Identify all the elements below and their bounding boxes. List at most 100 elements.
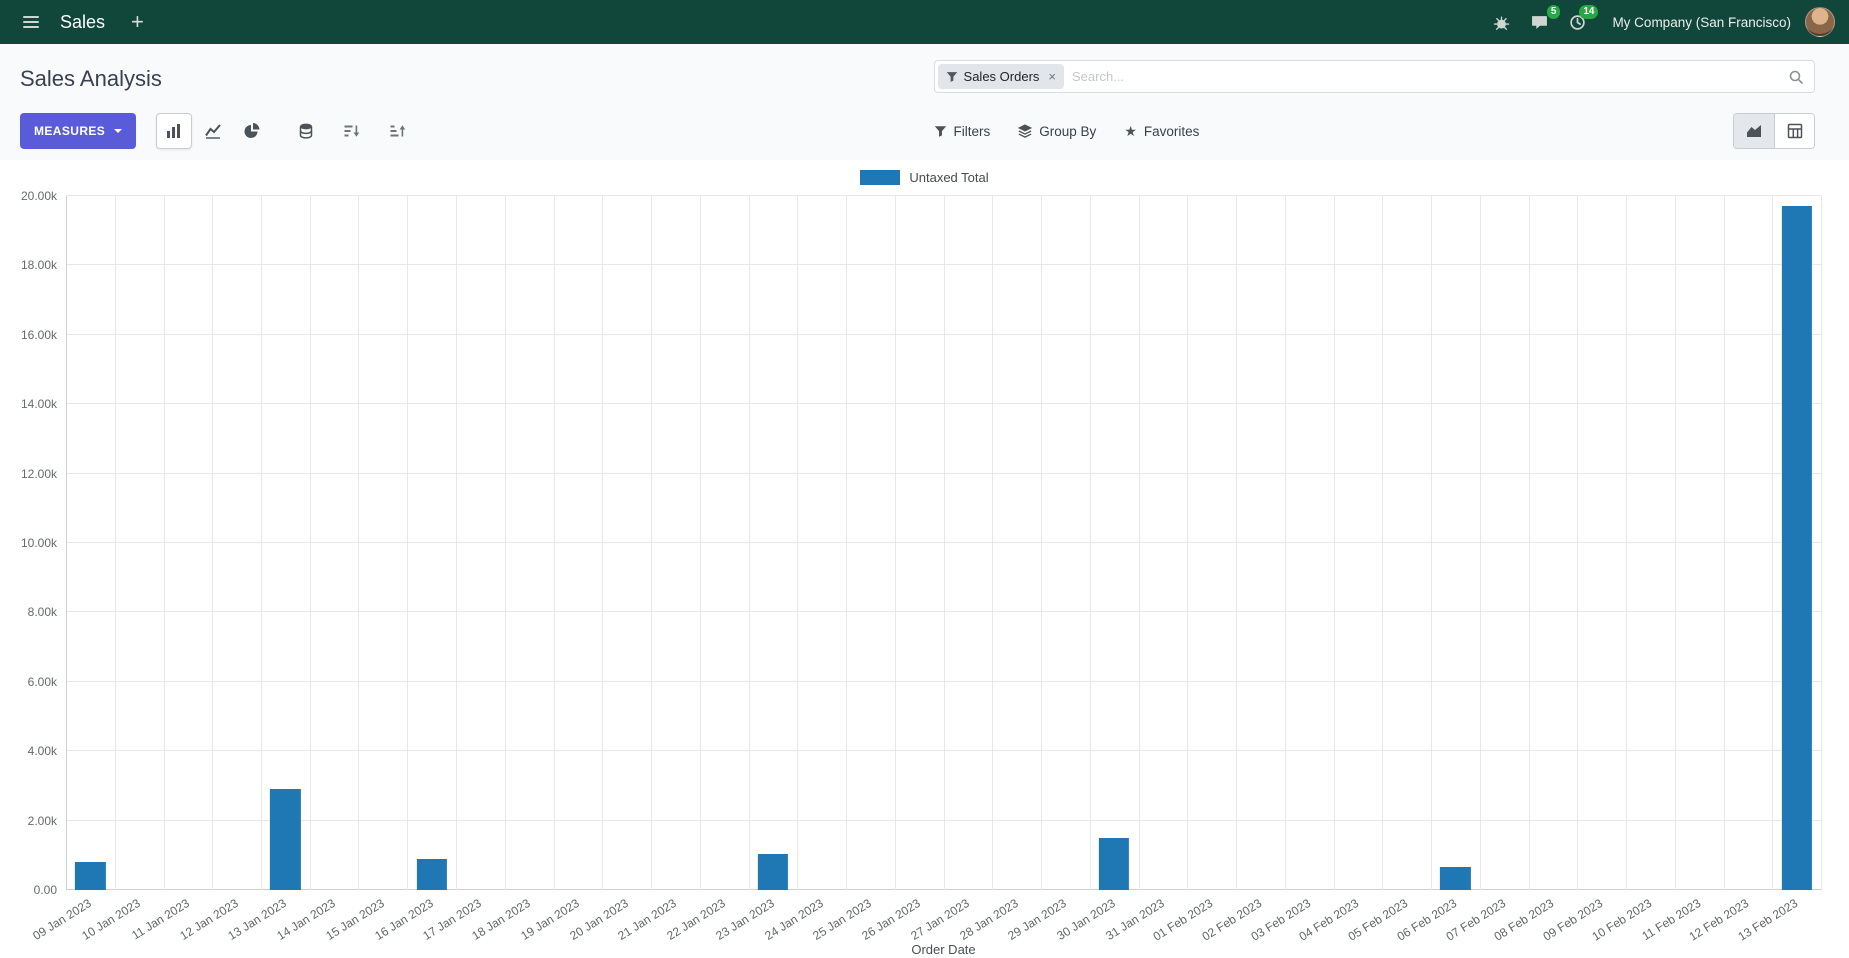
y-axis-tick: 14.00k [20,397,57,412]
view-switcher [1733,113,1815,149]
messages-badge: 5 [1546,5,1561,19]
v-gridline [309,196,311,890]
group-by-label: Group By [1039,123,1097,139]
v-gridline [261,196,262,890]
v-gridline [1333,196,1335,890]
apps-menu-icon[interactable] [14,5,48,39]
search-bar[interactable]: Sales Orders × [933,60,1815,93]
control-panel: Sales Analysis Sales Orders × MEASURES [0,44,1849,160]
measures-button[interactable]: MEASURES [20,113,137,149]
navbar-right: 5 14 My Company (San Francisco) [1484,5,1835,39]
v-gridline [504,196,506,890]
search-facet-sales-orders[interactable]: Sales Orders × [937,64,1064,89]
v-gridline [1626,196,1627,890]
stacked-toggle-button[interactable] [288,113,324,149]
plus-icon[interactable]: + [131,9,144,34]
x-axis-labels: 09 Jan 2023 10 Jan 2023 11 Jan 2023 12 Jan … [31,890,1821,946]
graph-view: Untaxed Total 0.00 2.00k 4.00k 6.00k 8.00k 10… [0,160,1849,957]
v-gridline [1089,196,1091,890]
plot-area: 0.00 2.00k 4.00k 6.00k 8.00k 10.00k 12.00k 14.0… [21,189,1822,897]
y-axis-tick: 12.00k [20,466,57,481]
favorites-star-icon: ★ [1124,123,1137,139]
v-gridline [1235,196,1237,890]
v-gridline [456,196,457,890]
legend-swatch [860,169,901,185]
v-gridline [1041,196,1042,890]
v-gridline [114,196,116,890]
v-gridline [699,196,701,890]
v-gridline [1577,196,1579,890]
v-gridline [1187,196,1189,890]
v-gridline [1821,196,1822,890]
search-magnifier-icon[interactable] [1788,69,1804,85]
search-facet-label: Sales Orders [963,69,1040,84]
v-gridline [358,196,360,890]
group-by-button[interactable]: Group By [1018,124,1096,139]
v-gridline [846,196,847,890]
search-input[interactable] [1072,69,1788,84]
y-axis-tick: 2.00k [27,813,57,828]
v-gridline [1382,196,1384,890]
bar-09-Jan-2023[interactable] [75,862,106,890]
page-title: Sales Analysis [20,66,162,91]
measures-label: MEASURES [34,124,106,138]
debug-bug-icon[interactable] [1484,5,1518,39]
y-axis-tick: 10.00k [20,536,57,550]
facet-remove-icon[interactable]: × [1048,69,1056,84]
v-gridline [163,196,165,890]
top-navbar: Sales + 5 14 My Company (San Francisco) [0,0,1849,44]
chart-type-group [156,113,270,149]
chevron-down-icon [114,129,123,133]
y-axis-tick: 18.00k [20,258,57,273]
bar-16-Jan-2023[interactable] [416,858,447,890]
sort-ascending-button[interactable] [380,113,416,149]
y-axis-tick: 20.00k [20,189,57,203]
group-by-layers-icon [1018,124,1033,138]
filters-label: Filters [953,123,991,139]
bar-13-Jan-2023[interactable] [270,789,301,890]
activities-clock-icon[interactable]: 14 [1560,5,1599,39]
line-chart-button[interactable] [195,113,231,149]
v-gridline [797,196,799,890]
bar-06-Feb-2023[interactable] [1440,867,1471,890]
breadcrumb-row: Sales Analysis Sales Orders × [20,58,1829,100]
filters-button[interactable]: Filters [934,123,991,139]
v-gridline [1138,196,1140,890]
y-axis-tick: 6.00k [27,674,57,689]
x-axis-title: Order Date [911,942,976,957]
graph-view-button[interactable] [1734,114,1774,148]
v-gridline [992,196,994,890]
bar-13-Feb-2023[interactable] [1781,206,1812,890]
legend-label: Untaxed Total [909,169,989,185]
favorites-label: Favorites [1143,123,1200,139]
company-switcher[interactable]: My Company (San Francisco) [1612,14,1791,30]
v-gridline [1431,196,1432,890]
bar-23-Jan-2023[interactable] [757,853,788,890]
v-gridline [407,196,409,890]
y-axis-tick: 4.00k [27,744,57,759]
chart-legend[interactable]: Untaxed Total [0,166,1849,188]
app-name[interactable]: Sales [60,11,106,32]
v-gridline [602,196,604,890]
sort-descending-button[interactable] [334,113,370,149]
y-axis-tick: 8.00k [27,605,57,620]
v-gridline [650,196,652,890]
filters-funnel-icon [934,125,947,138]
v-gridline [1772,196,1774,890]
v-gridline [1528,196,1530,890]
bar-30-Jan-2023[interactable] [1099,837,1130,890]
y-axis-tick: 16.00k [20,327,57,342]
v-gridline [748,196,750,890]
messages-icon[interactable]: 5 [1522,5,1561,39]
pie-chart-button[interactable] [234,113,270,149]
bar-chart-button[interactable] [156,113,193,149]
v-gridline [1674,196,1676,890]
v-gridline [1284,196,1286,890]
v-gridline [894,196,896,890]
favorites-button[interactable]: ★ Favorites [1124,124,1199,139]
v-gridline [553,196,555,890]
v-gridline [1723,196,1725,890]
user-avatar[interactable] [1805,7,1835,37]
pivot-view-button[interactable] [1774,114,1814,148]
toolbar-row: MEASURES [20,112,1829,150]
